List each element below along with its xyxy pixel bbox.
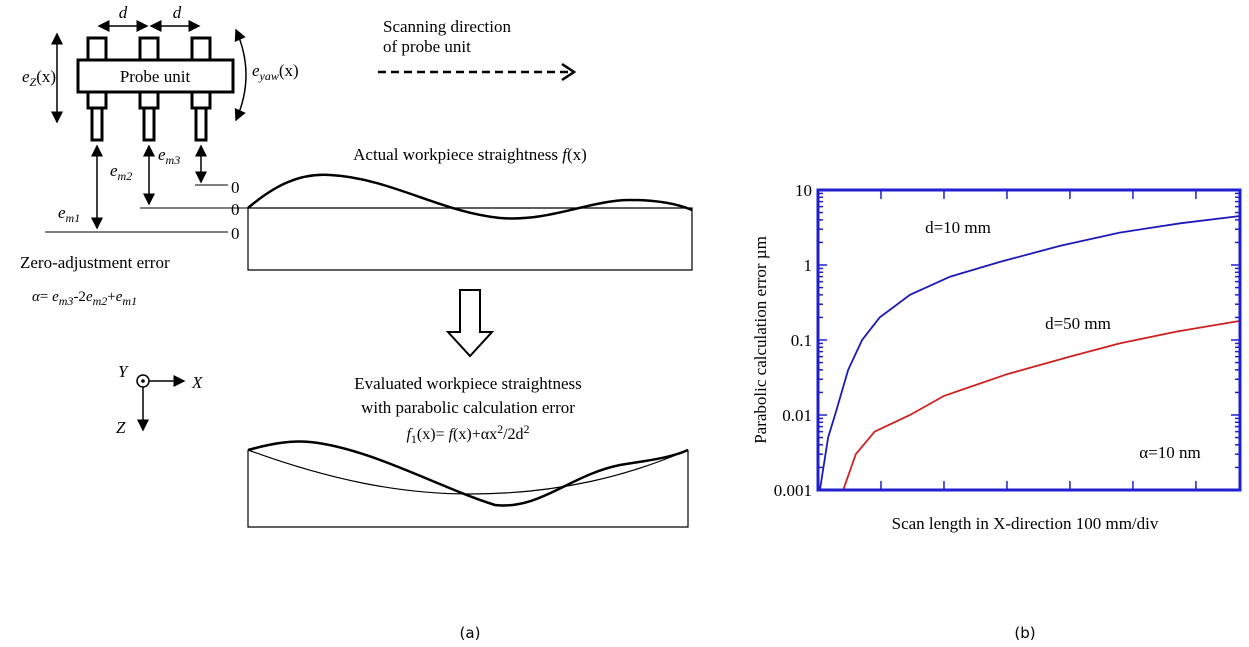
zero-adjust: Zero-adjustment error [20, 253, 170, 272]
t: α [32, 289, 41, 305]
y-axis-dot [141, 379, 145, 383]
zero-label: 0 [231, 178, 240, 197]
em3-label: em3 [158, 145, 180, 167]
t: /2d [503, 426, 523, 443]
ez-label: eZ(x) [22, 67, 56, 89]
y-tick-label: 0.1 [791, 331, 812, 350]
t: m2 [118, 169, 133, 183]
t: m1 [66, 211, 81, 225]
series-line [842, 320, 1241, 491]
x-axis-label: Scan length in X-direction 100 mm/div [892, 514, 1159, 533]
evaluated-title: with parabolic calculation error [361, 398, 575, 417]
t: m3 [166, 153, 181, 167]
t: yaw [259, 69, 279, 83]
probe-stylus [90, 106, 104, 142]
em2-label: em2 [110, 161, 132, 183]
yaw-arrow [234, 28, 247, 122]
chart: (b) Scan length in X-direction 100 mm/di… [751, 181, 1242, 642]
em1-label: em1 [58, 203, 80, 225]
y-tick-label: 0.01 [782, 406, 812, 425]
t: f [562, 145, 569, 164]
probe-label: Probe unit [120, 67, 191, 86]
axis-name: X [191, 373, 203, 392]
t: Actual workpiece straightness [353, 145, 562, 164]
axis-name: Z [116, 418, 126, 437]
y-axis-label: Parabolic calculation error µm [751, 236, 770, 444]
probe-pin [138, 36, 160, 62]
t: e [58, 203, 66, 222]
t: e [52, 289, 59, 305]
series-label: d=50 mm [1045, 314, 1111, 333]
t: e [252, 61, 260, 80]
t: (x)+αx [453, 426, 497, 443]
t: (x) [36, 67, 56, 86]
plot-frame [816, 188, 1242, 492]
t: m1 [122, 294, 137, 308]
t: e [116, 289, 123, 305]
probe-pin [86, 36, 108, 62]
t: 2 [497, 422, 503, 436]
t: e [86, 289, 93, 305]
actual-title: Actual workpiece straightness f(x) [353, 145, 587, 164]
series-label: d=10 mm [925, 218, 991, 237]
t: e [158, 145, 166, 164]
panel-label: (b) [1014, 624, 1035, 642]
series-line [819, 215, 1241, 491]
t: e [110, 161, 118, 180]
probe-stylus [194, 106, 208, 142]
down-arrow [445, 289, 495, 358]
probe-pin [190, 90, 212, 110]
axis-name: Y [118, 362, 129, 381]
t: (x) [567, 145, 587, 164]
t: 2 [524, 422, 530, 436]
evaluated-title: Evaluated workpiece straightness [354, 374, 582, 393]
t: m3 [59, 294, 74, 308]
y-tick-label: 10 [795, 181, 812, 200]
panel-label: (a) [460, 624, 481, 642]
t: 1 [411, 432, 417, 446]
t: + [107, 289, 115, 305]
workpiece [247, 450, 689, 528]
profile-curve [247, 173, 693, 220]
pitch-label: d [119, 3, 128, 22]
yaw-label: eyaw(x) [252, 61, 299, 83]
workpiece [247, 207, 693, 271]
probe-pin [138, 90, 160, 110]
t: Z [30, 75, 37, 89]
t: e [22, 67, 30, 86]
t: (x)= [417, 426, 449, 443]
scan-text: Scanning direction [383, 17, 511, 36]
scan-arrowhead [561, 62, 577, 82]
t: (x) [279, 61, 299, 80]
t: f [406, 426, 413, 443]
evaluated-curve [247, 440, 689, 507]
t: -2 [73, 289, 86, 305]
alpha-formula: α= em3-2em2+em1 [32, 289, 137, 308]
zero-label: 0 [231, 200, 240, 219]
probe-pin [190, 36, 212, 62]
probe-pin [86, 90, 108, 110]
parabola-curve [247, 449, 689, 495]
diagram: Probe unit d d eZ(x) eyaw(x) Scanning di… [20, 3, 693, 642]
zero-label: 0 [231, 224, 240, 243]
t: m2 [93, 294, 108, 308]
probe-stylus [142, 106, 156, 142]
annotation: α=10 nm [1139, 443, 1200, 462]
f1-formula: f1(x)= f(x)+αx2/2d2 [406, 422, 529, 446]
pitch-label: d [173, 3, 182, 22]
scan-text: of probe unit [383, 37, 471, 56]
y-tick-label: 0.001 [774, 481, 812, 500]
y-tick-label: 1 [804, 256, 813, 275]
t: f [449, 426, 456, 443]
t: = [40, 289, 52, 305]
